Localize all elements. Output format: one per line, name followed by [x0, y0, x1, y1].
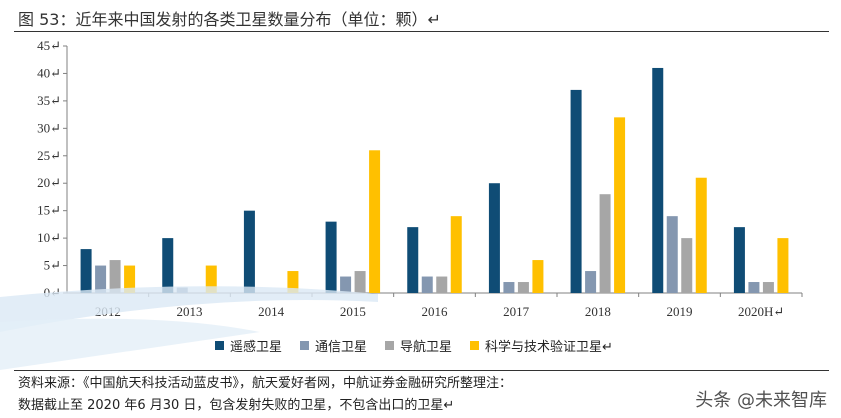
y-tick-label: 20↵	[37, 175, 61, 190]
bar-1-0	[162, 238, 174, 293]
legend-label: 科学与技术验证卫星↵	[485, 340, 613, 355]
legend-swatch	[215, 341, 224, 350]
bar-chart: 0↵5↵10↵15↵20↵25↵30↵35↵40↵45↵201220132014…	[37, 38, 803, 319]
legend-item: 通信卫星	[300, 336, 367, 355]
x-tick-label: 2017	[503, 304, 530, 319]
bar-0-2	[109, 260, 121, 293]
bar-6-1	[585, 271, 597, 293]
legend-item: 导航卫星	[385, 336, 452, 355]
watermark: 头条 @未来智库	[695, 390, 827, 411]
bar-4-1	[421, 276, 433, 293]
bar-0-3	[124, 265, 136, 293]
bar-8-1	[748, 282, 760, 293]
bar-0-0	[80, 249, 92, 293]
bar-0-1	[95, 265, 107, 293]
y-tick-label: 5↵	[44, 258, 61, 273]
bar-5-2	[517, 282, 529, 293]
x-tick-label: 2013	[177, 304, 203, 319]
bar-6-0	[570, 89, 582, 294]
x-tick-label: 2019	[667, 304, 693, 319]
legend-item: 遥感卫星	[215, 336, 282, 355]
x-tick-label: 2020H↵	[738, 304, 784, 319]
y-tick-label: 25↵	[37, 148, 61, 163]
legend-swatch	[470, 341, 480, 350]
bar-1-3	[205, 265, 217, 293]
legend-swatch	[385, 341, 395, 350]
legend-label: 遥感卫星	[230, 340, 283, 355]
bar-5-0	[488, 183, 500, 293]
x-tick-label: 2016	[422, 304, 449, 319]
bar-3-0	[325, 221, 337, 293]
source-line-1: 资料来源：《中国航天科技活动蓝皮书》，航天爱好者网，中航证券金融研究所整理注：	[18, 376, 513, 391]
y-tick-label: 45↵	[37, 38, 61, 53]
y-tick-label: 10↵	[37, 230, 61, 245]
chart-legend: 遥感卫星 通信卫星 导航卫星 科学与技术验证卫星↵	[215, 336, 613, 355]
chart-area: 0↵5↵10↵15↵20↵25↵30↵35↵40↵45↵201220132014…	[0, 32, 841, 370]
bar-5-3	[532, 260, 544, 293]
x-tick-label: 2015	[340, 304, 366, 319]
bar-7-2	[681, 238, 693, 293]
background-swoosh	[0, 286, 378, 370]
bar-8-0	[733, 227, 745, 293]
bar-6-3	[614, 117, 626, 293]
y-tick-label: 40↵	[37, 65, 61, 80]
x-tick-label: 2014	[258, 304, 285, 319]
x-tick-label: 2018	[585, 304, 611, 319]
bar-4-3	[450, 216, 462, 293]
bar-8-3	[777, 238, 789, 293]
bar-3-3	[369, 150, 381, 293]
source-note: 资料来源：《中国航天科技活动蓝皮书》，航天爱好者网，中航证券金融研究所整理注： …	[18, 373, 512, 417]
bar-2-0	[243, 210, 255, 293]
y-tick-label: 30↵	[37, 120, 61, 135]
legend-swatch	[300, 341, 310, 350]
bar-6-2	[599, 194, 611, 293]
source-line-2: 数据截止至 2020 年6 月30 日，包含发射失败的卫星，不包含出口的卫星↵	[18, 398, 455, 413]
legend-label: 导航卫星	[400, 340, 453, 355]
bar-4-2	[436, 276, 448, 293]
bar-5-1	[503, 282, 515, 293]
y-tick-label: 15↵	[37, 203, 61, 218]
figure-title: 图 53：近年来中国发射的各类卫星数量分布（单位：颗）↵	[18, 10, 441, 29]
bar-7-1	[666, 216, 678, 293]
bar-8-2	[762, 282, 774, 293]
y-tick-label: 35↵	[37, 93, 61, 108]
bar-3-2	[354, 271, 366, 293]
bar-4-0	[407, 227, 419, 293]
top-rule	[14, 31, 829, 32]
legend-item: 科学与技术验证卫星↵	[470, 336, 613, 355]
legend-label: 通信卫星	[315, 340, 368, 355]
bar-2-3	[287, 271, 299, 293]
bar-3-1	[340, 276, 352, 293]
bar-7-3	[695, 177, 707, 293]
bar-7-0	[652, 67, 664, 293]
bottom-rule	[14, 370, 829, 371]
